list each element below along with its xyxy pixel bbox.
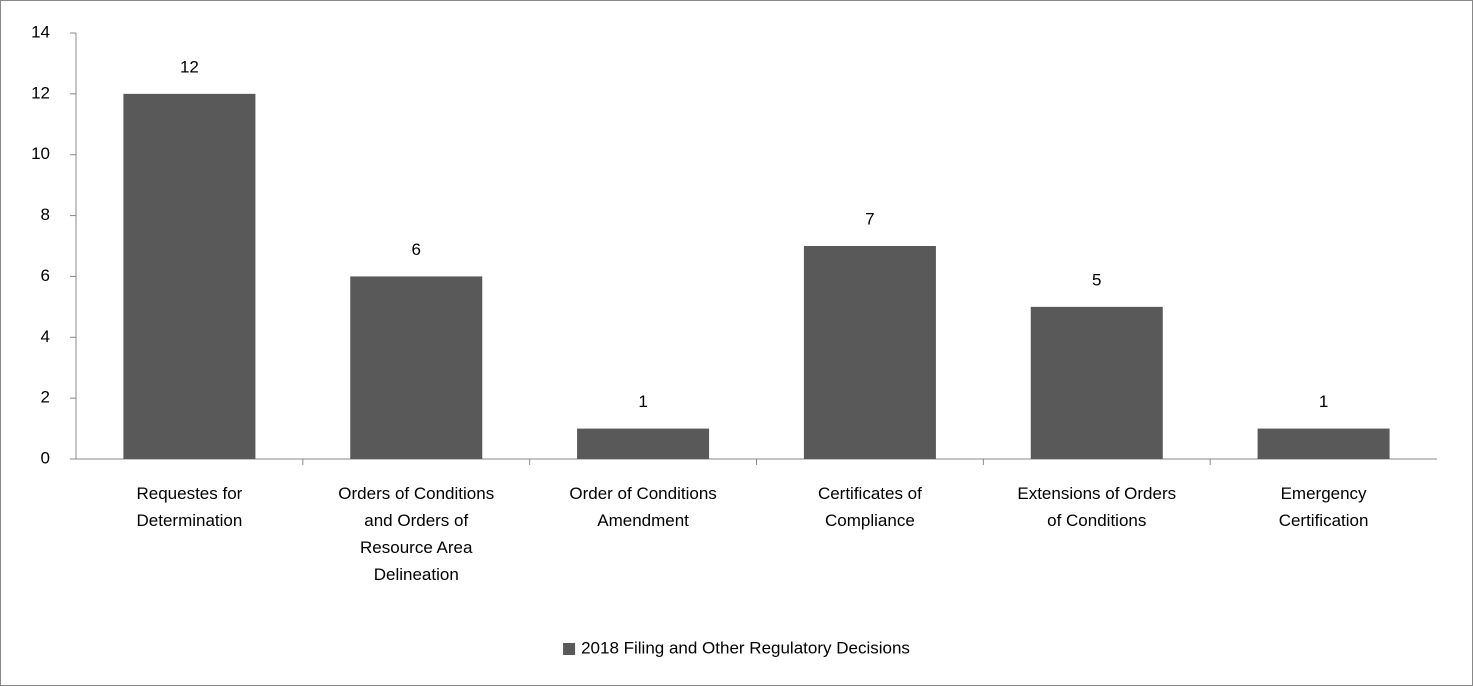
x-tick-label: Orders of Conditions and Orders of Resourc… (338, 484, 494, 584)
legend-swatch (563, 643, 576, 655)
value-label: 7 (865, 209, 874, 228)
bar (1030, 306, 1163, 459)
value-label: 5 (1092, 270, 1101, 289)
x-tick-label: Requestes for Determination (136, 484, 242, 530)
y-tick-label: 8 (41, 205, 50, 224)
value-label: 6 (412, 240, 421, 259)
bar (577, 428, 710, 459)
y-tick-label: 6 (41, 266, 50, 285)
legend-label: 2018 Filing and Other Regulatory Decisio… (581, 638, 910, 657)
x-tick-label: Order of Conditions Amendment (569, 484, 716, 530)
y-tick-label: 4 (41, 327, 50, 346)
y-tick-label: 2 (41, 388, 50, 407)
bar (123, 93, 256, 459)
y-tick-label: 14 (31, 22, 50, 41)
y-tick-label: 0 (41, 448, 50, 467)
y-tick-label: 12 (31, 83, 50, 102)
x-tick-label: Extensions of Orders of Conditions (1017, 484, 1176, 530)
bar (1257, 428, 1390, 459)
bar (803, 246, 936, 459)
x-tick-label: Emergency Certification (1279, 484, 1369, 530)
value-label: 1 (1319, 392, 1328, 411)
bar (350, 276, 483, 459)
value-label: 1 (638, 392, 647, 411)
x-tick-label: Certificates of Compliance (818, 484, 922, 530)
value-label: 12 (180, 57, 199, 76)
y-tick-label: 10 (31, 144, 50, 163)
